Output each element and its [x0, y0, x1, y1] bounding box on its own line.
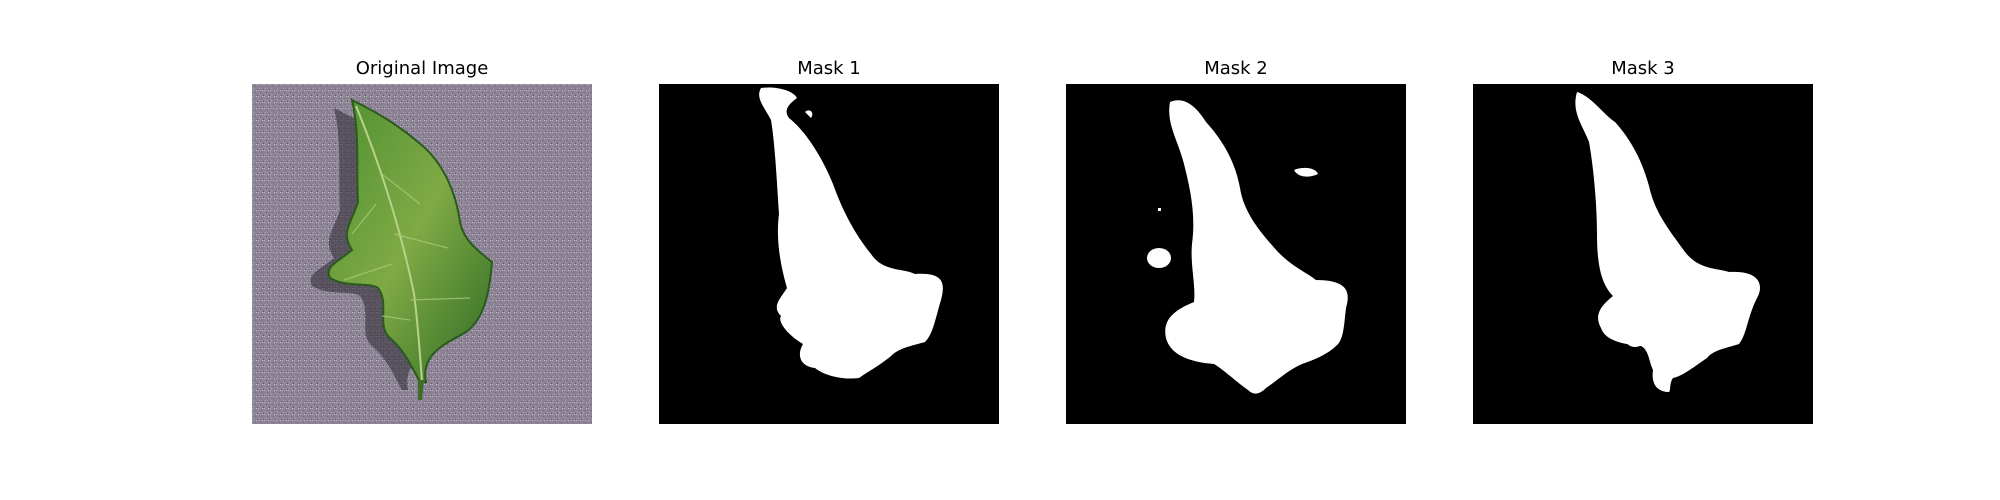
panel-mask-3: Mask 3 [1473, 0, 1813, 500]
panel-title: Mask 1 [797, 58, 861, 79]
segmentation-mask-1 [659, 84, 999, 424]
panel-mask-1: Mask 1 [659, 0, 999, 500]
panel-mask-2: Mask 2 [1066, 0, 1406, 500]
panel-title: Original Image [355, 58, 489, 79]
panel-title: Mask 2 [1204, 58, 1268, 79]
original-leaf-image [252, 84, 592, 424]
panel-original-image: Original Image [252, 0, 592, 500]
segmentation-mask-3 [1473, 84, 1813, 424]
panel-title: Mask 3 [1611, 58, 1675, 79]
segmentation-mask-2 [1066, 84, 1406, 424]
